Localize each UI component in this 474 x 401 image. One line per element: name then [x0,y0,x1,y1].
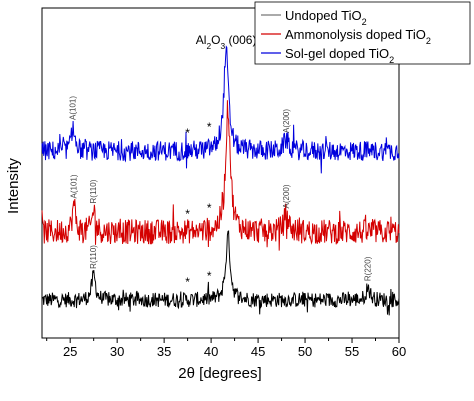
impurity-star: * [185,126,190,140]
legend-entry: Undoped TiO2 [285,8,367,27]
y-axis-title: Intensity [5,158,22,214]
plot-frame [41,7,400,339]
series-1: * * A(101) R(110) A(200) [41,100,400,251]
peak-label: R(110) [89,179,98,203]
impurity-star: * [207,269,212,283]
legend-entry: Ammonolysis doped TiO2 [285,27,431,46]
peak-label: A(101) [69,174,78,198]
series-line-2 [41,45,400,174]
main-peak-label: Al2O3 (006) [196,33,257,51]
peak-label: R(110) [89,245,98,269]
impurity-star: * [185,207,190,221]
legend-box [254,1,471,65]
series-2: * * A(101) A(200) [41,45,400,174]
plot-area: * * R(110) R(220) * * A(101) R(110) A(200) * * A(10… [41,7,400,339]
x-tick-label: 30 [110,344,124,359]
peak-label: A(200) [282,109,291,133]
x-tick-label: 25 [63,344,77,359]
x-axis: 25 30 35 40 45 50 55 60 [46,338,406,359]
series-line-0 [41,230,400,316]
x-axis-title: 2θ [degrees] [178,365,261,382]
impurity-star: * [207,201,212,215]
legend-entry: Sol-gel doped TiO2 [285,46,394,65]
impurity-star: * [207,120,212,134]
x-tick-label: 40 [204,344,218,359]
peak-label: A(101) [69,96,78,120]
x-tick-label: 45 [251,344,265,359]
peak-label: A(200) [282,184,291,208]
peak-label: R(220) [364,256,373,281]
x-tick-label: 55 [345,344,359,359]
impurity-star: * [185,275,190,289]
x-tick-label: 35 [157,344,171,359]
x-tick-label: 50 [298,344,312,359]
series-0: * * R(110) R(220) [41,230,400,316]
x-tick-label: 60 [392,344,406,359]
series-line-1 [41,100,400,251]
